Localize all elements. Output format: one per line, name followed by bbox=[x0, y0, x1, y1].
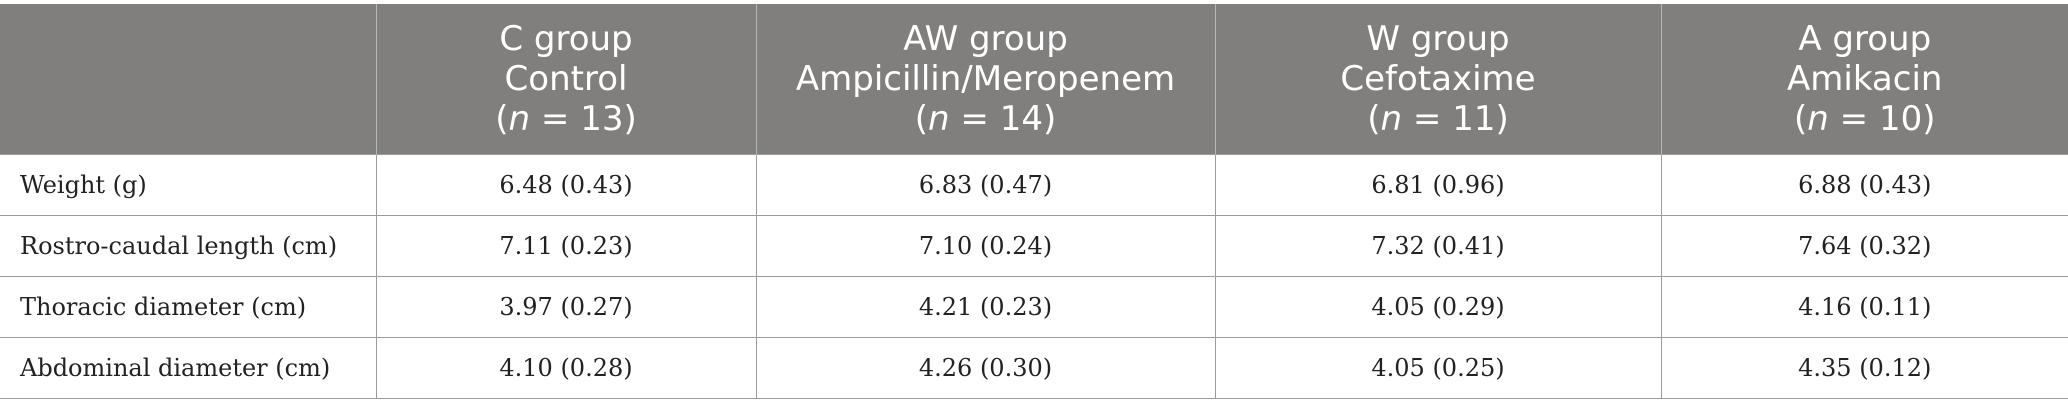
table-row: Weight (g) 6.48 (0.43) 6.83 (0.47) 6.81 … bbox=[0, 154, 2068, 216]
table-cell: 7.11 (0.23) bbox=[375, 215, 756, 277]
sample-size-symbol: n bbox=[1380, 99, 1403, 139]
table-cell: 6.83 (0.47) bbox=[755, 154, 1215, 216]
header-group-name: W group bbox=[1366, 19, 1510, 59]
table-cell: 7.64 (0.32) bbox=[1660, 215, 2068, 277]
header-group-name: A group bbox=[1798, 19, 1932, 59]
table-cell: 4.05 (0.29) bbox=[1214, 276, 1661, 338]
header-group-name: AW group bbox=[903, 19, 1068, 59]
table-cell: 4.21 (0.23) bbox=[755, 276, 1215, 338]
header-sample-size: (n = 11) bbox=[1216, 99, 1661, 139]
sample-size-open: ( bbox=[914, 99, 929, 139]
sample-size-value: = 14) bbox=[949, 99, 1057, 139]
table-cell: 6.81 (0.96) bbox=[1214, 154, 1661, 216]
header-cell-w-group: W group Cefotaxime (n = 11) bbox=[1214, 4, 1661, 155]
sample-size-value: = 10) bbox=[1828, 99, 1936, 139]
table-cell: 4.16 (0.11) bbox=[1660, 276, 2068, 338]
row-label: Weight (g) bbox=[0, 154, 376, 216]
header-treatment: Amikacin bbox=[1787, 59, 1943, 99]
header-sample-size: (n = 14) bbox=[757, 99, 1215, 139]
header-cell-a-group: A group Amikacin (n = 10) bbox=[1660, 4, 2068, 155]
table-cell: 7.10 (0.24) bbox=[755, 215, 1215, 277]
sample-size-open: ( bbox=[1794, 99, 1808, 139]
table-row: Thoracic diameter (cm) 3.97 (0.27) 4.21 … bbox=[0, 276, 2068, 338]
sample-size-value: = 13) bbox=[530, 99, 637, 139]
table-cell: 4.10 (0.28) bbox=[375, 337, 756, 399]
row-label: Thoracic diameter (cm) bbox=[0, 276, 376, 338]
table-cell: 3.97 (0.27) bbox=[375, 276, 756, 338]
table-cell: 4.35 (0.12) bbox=[1660, 337, 2068, 399]
table-row: Abdominal diameter (cm) 4.10 (0.28) 4.26… bbox=[0, 337, 2068, 399]
header-cell-empty bbox=[0, 4, 376, 155]
header-treatment: Cefotaxime bbox=[1340, 59, 1536, 99]
table-body: Weight (g) 6.48 (0.43) 6.83 (0.47) 6.81 … bbox=[0, 154, 2068, 399]
row-label: Rostro-caudal length (cm) bbox=[0, 215, 376, 277]
header-cell-c-group: C group Control (n = 13) bbox=[375, 4, 756, 155]
table-cell: 6.48 (0.43) bbox=[375, 154, 756, 216]
table-cell: 7.32 (0.41) bbox=[1214, 215, 1661, 277]
sample-size-open: ( bbox=[1367, 99, 1381, 139]
sample-size-symbol: n bbox=[1807, 99, 1829, 139]
table-header: C group Control (n = 13) AW group Ampici… bbox=[0, 4, 2068, 155]
header-cell-aw-group: AW group Ampicillin/Meropenem (n = 14) bbox=[755, 4, 1215, 155]
table-cell: 4.05 (0.25) bbox=[1214, 337, 1661, 399]
header-sample-size: (n = 10) bbox=[1662, 99, 2068, 139]
sample-size-value: = 11) bbox=[1402, 99, 1509, 139]
row-label: Abdominal diameter (cm) bbox=[0, 337, 376, 399]
header-sample-size: (n = 13) bbox=[377, 99, 756, 139]
header-treatment: Ampicillin/Meropenem bbox=[795, 59, 1176, 99]
sample-size-symbol: n bbox=[928, 99, 950, 139]
data-table: C group Control (n = 13) AW group Ampici… bbox=[0, 4, 2068, 399]
header-treatment: Control bbox=[504, 59, 628, 99]
table-row: Rostro-caudal length (cm) 7.11 (0.23) 7.… bbox=[0, 215, 2068, 277]
header-group-name: C group bbox=[499, 19, 633, 59]
sample-size-symbol: n bbox=[508, 99, 531, 139]
header-row: C group Control (n = 13) AW group Ampici… bbox=[0, 4, 2068, 155]
table-cell: 4.26 (0.30) bbox=[755, 337, 1215, 399]
sample-size-open: ( bbox=[495, 99, 509, 139]
table-cell: 6.88 (0.43) bbox=[1660, 154, 2068, 216]
